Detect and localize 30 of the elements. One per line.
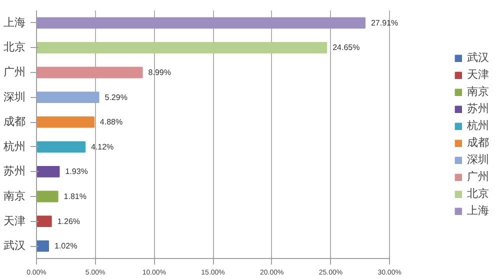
data-label: 1.93%	[65, 167, 88, 176]
data-label: 5.29%	[104, 92, 128, 102]
data-label: 24.65%	[332, 43, 360, 52]
data-label: 1.26%	[57, 216, 80, 226]
y-tick-label: 苏州	[4, 164, 26, 178]
legend-label: 深圳	[467, 153, 489, 167]
y-tick-label: 成都	[4, 115, 26, 128]
y-tick-label: 广州	[4, 66, 26, 78]
legend-label: 武汉	[467, 51, 489, 65]
data-label: 4.88%	[100, 118, 123, 127]
data-label: 1.81%	[64, 192, 86, 201]
data-label: 27.91%	[370, 18, 398, 28]
legend-label: 南京	[467, 84, 489, 99]
legend-label: 北京	[467, 186, 489, 201]
y-tick-label: 天津	[4, 214, 26, 228]
legend-label: 杭州	[467, 119, 489, 133]
legend-label: 天津	[467, 68, 489, 82]
legend-label: 广州	[467, 170, 489, 184]
data-label: 1.02%	[54, 242, 78, 251]
data-label: 4.12%	[90, 142, 114, 152]
y-tick-label: 武汉	[4, 239, 26, 252]
y-tick-label: 南京	[4, 190, 26, 202]
data-label: 8.99%	[148, 68, 171, 77]
y-tick-label: 杭州	[2, 140, 26, 153]
legend-label: 成都	[467, 136, 489, 150]
y-tick-label: 上海	[4, 16, 26, 29]
legend-label: 苏州	[467, 102, 489, 116]
y-tick-label: 北京	[4, 40, 26, 54]
legend-label: 上海	[467, 204, 489, 218]
y-tick-label: 深圳	[4, 90, 26, 104]
